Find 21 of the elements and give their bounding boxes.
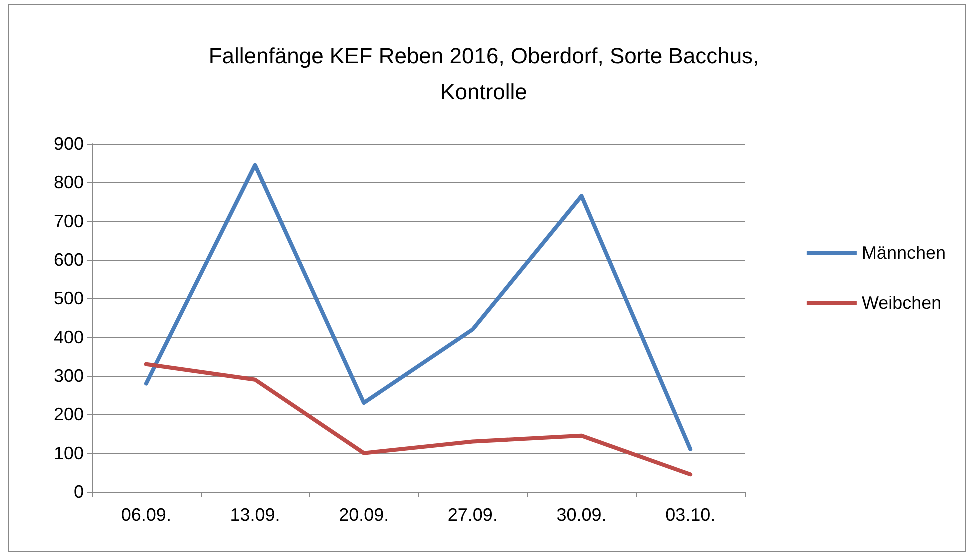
y-tick-label: 600 xyxy=(54,250,84,270)
y-tick-label: 900 xyxy=(54,134,84,154)
x-tick-label: 13.09. xyxy=(230,505,280,525)
chart-title: Fallenfänge KEF Reben 2016, Oberdorf, Sorte Bacchus, Kontrolle xyxy=(208,44,760,104)
legend-label: Weibchen xyxy=(862,293,942,313)
y-tick-label: 500 xyxy=(54,288,84,309)
x-tick-label: 06.09. xyxy=(121,505,172,525)
y-tick-label: 700 xyxy=(54,211,84,232)
x-tick-label: 30.09. xyxy=(556,505,607,525)
y-tick-label: 0 xyxy=(74,482,84,502)
line-series xyxy=(144,163,693,452)
y-tick-label: 400 xyxy=(54,327,84,348)
line-series xyxy=(144,362,693,477)
y-tick-label: 200 xyxy=(54,404,84,425)
x-tick-label: 03.10. xyxy=(666,505,716,525)
x-tick-label: 27.09. xyxy=(448,505,498,525)
y-tick-label: 100 xyxy=(54,443,84,464)
y-tick-label: 300 xyxy=(54,366,84,386)
legend-label: Männchen xyxy=(862,243,946,263)
y-tick-label: 800 xyxy=(54,172,84,193)
x-tick-label: 20.09. xyxy=(339,505,390,525)
